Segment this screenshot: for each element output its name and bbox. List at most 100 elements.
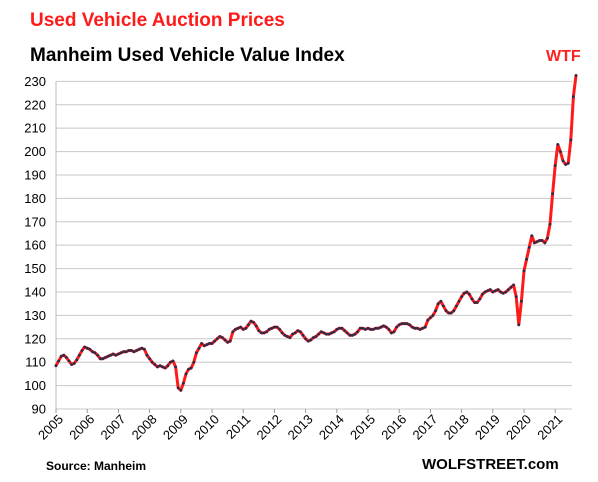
data-point [444, 309, 448, 313]
data-point [67, 359, 71, 363]
data-point [192, 360, 196, 364]
data-point [325, 332, 328, 336]
data-point [374, 326, 378, 330]
data-point [135, 349, 139, 352]
data-point [234, 328, 237, 331]
data-point [111, 352, 115, 356]
data-point [296, 329, 300, 332]
data-point [418, 328, 422, 331]
data-point [226, 340, 230, 344]
data-point [465, 290, 469, 294]
x-tick-label: 2008 [129, 412, 160, 443]
x-tick-label: 2014 [316, 412, 347, 443]
data-point [488, 288, 492, 291]
data-point [574, 74, 578, 77]
data-point [439, 299, 443, 303]
data-point [483, 290, 487, 294]
data-point [184, 372, 188, 376]
y-tick-label: 120 [24, 331, 46, 346]
data-point [137, 347, 141, 351]
data-point [205, 343, 209, 346]
data-point [228, 339, 232, 343]
data-point [215, 337, 219, 341]
data-point [156, 365, 159, 369]
data-point [187, 367, 191, 371]
data-point [457, 299, 461, 303]
data-point [392, 330, 396, 334]
data-point [161, 365, 165, 369]
data-point [379, 325, 383, 329]
data-point [517, 323, 521, 327]
data-point [507, 288, 510, 291]
data-point [426, 318, 430, 322]
data-point [491, 290, 495, 294]
data-point [143, 347, 146, 351]
data-point [421, 326, 424, 330]
data-point [410, 325, 414, 329]
data-point [267, 328, 271, 331]
data-point [470, 297, 474, 301]
gridlines [56, 80, 572, 410]
x-tick-label: 2021 [534, 412, 565, 443]
source-note: Source: Manheim [46, 459, 147, 473]
data-point [189, 366, 193, 370]
data-point [377, 326, 380, 330]
data-point [309, 338, 313, 342]
data-point [80, 349, 84, 352]
data-point [540, 239, 544, 242]
data-point [109, 353, 112, 357]
series-line [54, 74, 578, 392]
data-point [85, 346, 89, 350]
data-point [361, 326, 365, 330]
data-point [514, 295, 518, 299]
data-point [231, 330, 235, 334]
data-point [96, 353, 99, 357]
data-point [169, 360, 172, 364]
y-tick-label: 210 [24, 121, 46, 136]
data-point [551, 192, 554, 196]
data-point [221, 336, 224, 339]
chart-subtitle: Manheim Used Vehicle Value Index [30, 45, 345, 66]
data-point [54, 364, 58, 368]
data-point [166, 364, 170, 368]
data-point [291, 332, 294, 336]
data-point [356, 330, 359, 334]
data-point [176, 386, 180, 390]
data-point [208, 342, 211, 345]
x-tick-label: 2018 [441, 412, 472, 443]
y-tick-label: 100 [24, 378, 46, 393]
data-point [351, 333, 354, 337]
x-tick-label: 2012 [253, 412, 284, 443]
data-point [403, 322, 406, 325]
data-point [314, 335, 318, 338]
data-point [382, 324, 385, 328]
data-point [101, 357, 105, 361]
data-point [533, 241, 536, 245]
data-point [241, 328, 245, 331]
data-point [468, 292, 471, 296]
data-point [436, 302, 440, 306]
data-point [475, 301, 479, 304]
data-point [572, 95, 575, 98]
data-point [478, 297, 482, 301]
data-point [369, 328, 372, 331]
data-point [332, 330, 336, 334]
x-tick-label: 2011 [223, 412, 253, 442]
data-point [512, 283, 515, 287]
data-point [91, 350, 94, 354]
data-point [319, 330, 323, 334]
y-tick-label: 90 [32, 402, 46, 417]
data-point [262, 331, 266, 335]
data-point [239, 325, 243, 329]
data-point [416, 326, 419, 330]
data-point [124, 350, 128, 354]
data-point [88, 347, 92, 351]
data-point [371, 328, 375, 331]
data-point [280, 331, 284, 335]
x-tick-label: 2015 [347, 412, 378, 443]
data-point [501, 291, 505, 295]
data-point [218, 335, 222, 338]
data-point [140, 346, 144, 350]
data-point [286, 335, 289, 338]
data-point [148, 357, 152, 361]
